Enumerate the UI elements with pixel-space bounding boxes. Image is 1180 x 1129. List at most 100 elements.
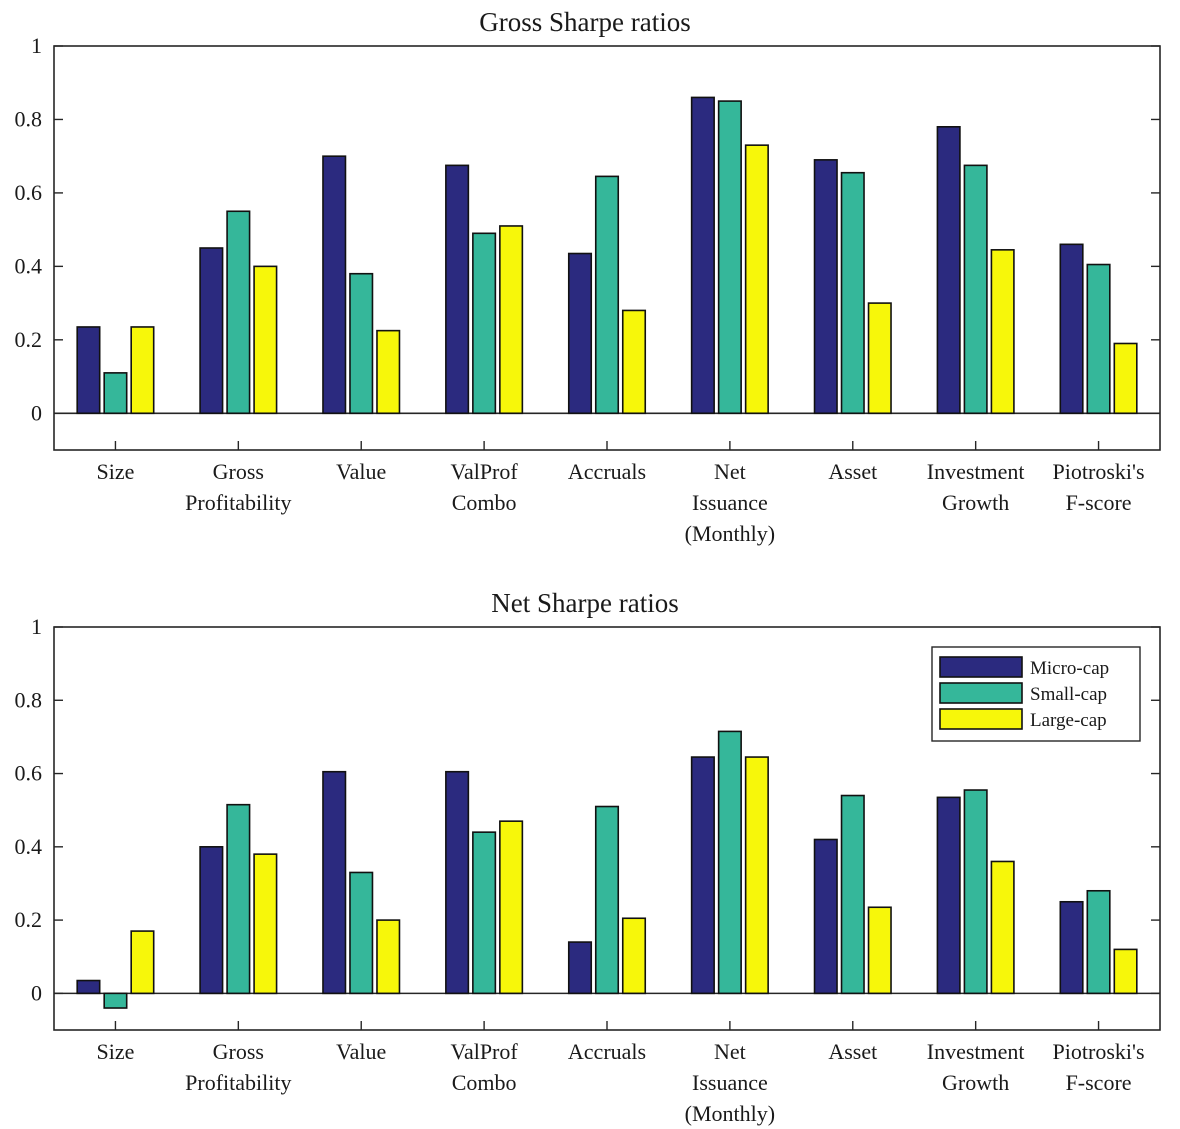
x-category-label: Asset xyxy=(828,459,877,484)
bar-large-cap xyxy=(1113,342,1138,415)
bar-micro-cap xyxy=(322,155,347,415)
x-category-label: Profitability xyxy=(185,1070,291,1095)
x-category-label: Gross xyxy=(213,1039,264,1064)
bar-micro-cap xyxy=(690,756,715,995)
x-category-label: Combo xyxy=(452,490,517,515)
bar-micro-cap xyxy=(813,159,838,415)
legend-label: Large-cap xyxy=(1030,710,1107,731)
bar-micro-cap xyxy=(199,247,224,415)
bar-large-cap xyxy=(253,853,278,995)
x-category-label: Accruals xyxy=(568,1039,646,1064)
bar-micro-cap xyxy=(1059,900,1084,995)
bar-large-cap xyxy=(130,326,155,415)
bar-small-cap xyxy=(963,164,988,415)
x-category-label: Net xyxy=(714,1039,746,1064)
bar-large-cap xyxy=(621,309,647,415)
bar-micro-cap xyxy=(936,126,961,415)
x-category-label: Issuance xyxy=(692,1070,768,1095)
x-category-label: F-score xyxy=(1066,1070,1132,1095)
x-category-label: Piotroski's xyxy=(1053,1039,1145,1064)
bar-small-cap xyxy=(594,805,620,995)
y-tick-label: 0.8 xyxy=(15,106,43,131)
bar-small-cap xyxy=(1086,889,1111,995)
bar-large-cap xyxy=(867,906,892,995)
bar-micro-cap xyxy=(76,326,101,415)
bar-large-cap xyxy=(744,756,769,995)
x-category-label: F-score xyxy=(1066,490,1132,515)
gross-sharpe-panel: Gross Sharpe ratios 0 0.2 0.4 0.6 0.8 1 Size Gr… xyxy=(15,7,1161,546)
bar-small-cap xyxy=(472,232,497,415)
legend-swatch xyxy=(939,656,1023,678)
bar-large-cap xyxy=(130,930,155,995)
bar-large-cap xyxy=(376,329,401,415)
bar-small-cap xyxy=(1086,263,1111,415)
x-category-label: Size xyxy=(96,1039,134,1064)
bar-micro-cap xyxy=(1059,243,1084,415)
bar-micro-cap xyxy=(322,770,347,995)
bar-large-cap xyxy=(499,820,524,995)
y-tick-label: 0.4 xyxy=(15,834,43,859)
bar-micro-cap xyxy=(813,838,838,995)
y-tick-label: 0.4 xyxy=(15,253,43,278)
bar-large-cap xyxy=(376,919,401,995)
bar-micro-cap xyxy=(76,979,101,995)
bar-small-cap xyxy=(840,171,865,415)
y-tick-label: 1 xyxy=(31,614,42,639)
x-category-label: (Monthly) xyxy=(685,1101,775,1126)
bar-micro-cap xyxy=(445,164,470,415)
bar-large-cap xyxy=(621,917,647,995)
bar-large-cap xyxy=(1113,948,1138,995)
legend-swatch xyxy=(939,708,1023,730)
bar-small-cap xyxy=(717,730,742,995)
bar-micro-cap xyxy=(567,941,593,995)
x-category-label: Gross xyxy=(213,459,264,484)
x-category-label: Combo xyxy=(452,1070,517,1095)
bar-large-cap xyxy=(990,249,1015,415)
bar-micro-cap xyxy=(445,770,470,995)
x-category-label: Accruals xyxy=(568,459,646,484)
bar-small-cap xyxy=(840,794,865,995)
x-category-label: Piotroski's xyxy=(1053,459,1145,484)
legend-swatch xyxy=(939,682,1023,704)
bar-micro-cap xyxy=(936,796,961,995)
net-sharpe-panel: Net Sharpe ratios 0 0.2 0.4 0.6 0.8 1 Size Gros… xyxy=(15,588,1161,1126)
legend-label: Small-cap xyxy=(1030,684,1107,705)
bar-small-cap xyxy=(717,100,742,415)
bar-small-cap xyxy=(226,210,251,415)
bar-large-cap xyxy=(990,860,1015,995)
y-tick-label: 0.6 xyxy=(15,180,43,205)
chart-title: Net Sharpe ratios xyxy=(491,588,678,618)
bar-micro-cap xyxy=(690,96,715,415)
bar-small-cap xyxy=(226,803,251,995)
x-category-label: Issuance xyxy=(692,490,768,515)
bar-large-cap xyxy=(744,144,769,415)
bar-small-cap xyxy=(103,372,128,415)
bar-large-cap xyxy=(867,302,892,415)
x-category-label: Value xyxy=(336,459,386,484)
x-category-label: ValProf xyxy=(451,459,519,484)
bar-large-cap xyxy=(253,265,278,415)
legend-label: Micro-cap xyxy=(1030,658,1109,679)
x-category-label: Growth xyxy=(942,490,1009,515)
x-category-label: ValProf xyxy=(451,1039,519,1064)
bar-large-cap xyxy=(499,225,524,415)
chart-title: Gross Sharpe ratios xyxy=(479,7,690,37)
y-tick-label: 0.6 xyxy=(15,761,43,786)
bar-small-cap xyxy=(963,789,988,995)
y-tick-label: 0.2 xyxy=(15,907,43,932)
x-category-label: Investment xyxy=(927,1039,1025,1064)
bar-micro-cap xyxy=(567,252,593,415)
bar-small-cap xyxy=(349,871,374,995)
bar-small-cap xyxy=(472,831,497,995)
y-tick-label: 0 xyxy=(31,400,42,425)
y-tick-label: 0.8 xyxy=(15,687,43,712)
x-category-label: (Monthly) xyxy=(685,521,775,546)
x-category-label: Size xyxy=(96,459,134,484)
y-tick-label: 1 xyxy=(31,33,42,58)
y-tick-label: 0.2 xyxy=(15,327,43,352)
bar-small-cap xyxy=(349,272,374,415)
bar-micro-cap xyxy=(199,846,224,995)
y-tick-label: 0 xyxy=(31,980,42,1005)
bar-small-cap xyxy=(103,992,128,1009)
